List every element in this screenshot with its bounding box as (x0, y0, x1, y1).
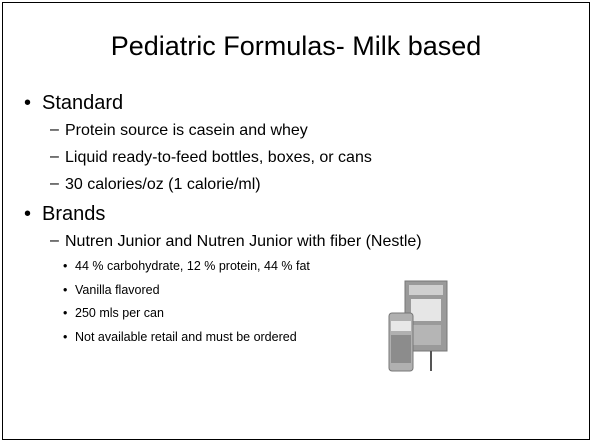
sub-sub-bullet: 44 % carbohydrate, 12 % protein, 44 % fa… (20, 255, 475, 279)
bullet-list: StandardProtein source is casein and whe… (20, 89, 560, 351)
bullet: Brands (20, 200, 560, 228)
can-label (391, 335, 411, 363)
box-panel (411, 325, 441, 345)
box-label (409, 285, 443, 295)
slide-title: Pediatric Formulas- Milk based (3, 29, 589, 63)
product-image (387, 279, 449, 375)
can-label (391, 321, 411, 331)
sub-bullet-text: 30 calories/oz (1 calorie/ml) (65, 171, 261, 198)
sub-bullet: Nutren Junior and Nutren Junior with fib… (20, 228, 535, 255)
sub-bullet-text: Nutren Junior and Nutren Junior with fib… (65, 228, 422, 255)
sub-bullet: 30 calories/oz (1 calorie/ml) (20, 171, 535, 198)
box-panel (411, 299, 441, 321)
bullet: Standard (20, 89, 560, 117)
sub-bullet-text: Protein source is casein and whey (65, 117, 308, 144)
sub-bullet-text: Liquid ready-to-feed bottles, boxes, or … (65, 144, 372, 171)
sub-bullet: Liquid ready-to-feed bottles, boxes, or … (20, 144, 535, 171)
sub-bullet: Protein source is casein and whey (20, 117, 535, 144)
slide: Pediatric Formulas- Milk based StandardP… (2, 2, 590, 440)
